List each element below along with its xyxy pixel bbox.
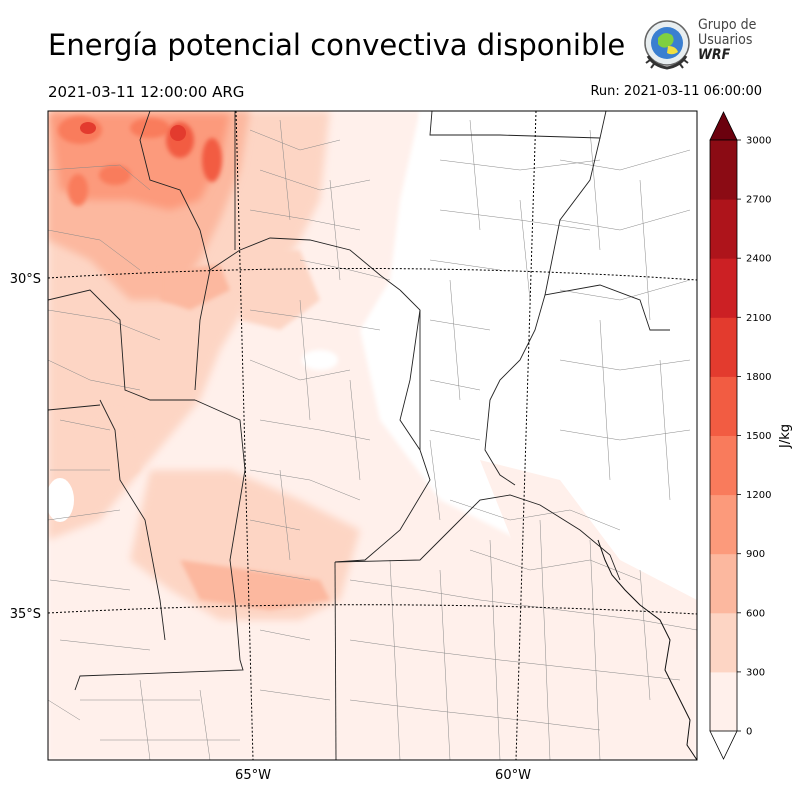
colorbar-segment [710,671,737,732]
coastline [597,539,697,760]
page-title: Energía potencial convectiva disponible [48,28,626,62]
colorbar-segment [710,140,737,200]
colorbar-tick-label: 3000 [746,136,771,147]
colorbar-segment [710,494,737,555]
map-frame [47,110,698,761]
colorbar-segment [710,553,737,614]
colorbar-extend-min [709,730,738,760]
colorbar: 0 300 600 900 1200 1500 1800 2100 2400 2700 3000 [709,111,771,760]
lon-label-65w: 65°W [235,768,271,783]
colorbar-tick-label: 1200 [746,490,771,501]
colorbar-tick-label: 2100 [746,313,771,324]
logo-line-2: Usuarios [698,32,753,48]
graticule [48,111,697,760]
colorbar-segment [710,376,737,436]
logo-text: Grupo de Usuarios WRF [698,18,756,63]
province-boundaries [48,111,670,760]
logo-line-3: WRF [698,47,731,63]
colorbar-segment [710,435,737,496]
wrf-logo: Grupo de Usuarios WRF [640,16,760,74]
lat-label-35s: 35°S [10,607,41,622]
run-time: Run: 2021-03-11 06:00:00 [590,84,762,99]
colorbar-tick-label: 1800 [746,372,771,383]
colorbar-tick-label: 0 [746,727,752,738]
colorbar-segment [710,317,737,377]
colorbar-extend-max [709,111,738,141]
colorbar-segment [710,199,737,259]
colorbar-segment [710,612,737,673]
lon-label-60w: 60°W [495,768,531,783]
lat-label-30s: 30°S [10,272,41,287]
colorbar-tick-label: 2700 [746,195,771,206]
department-boundaries [48,119,697,760]
valid-time: 2021-03-11 12:00:00 ARG [48,83,245,101]
globe-icon [644,20,690,70]
colorbar-tick-label: 1500 [746,431,771,442]
colorbar-tick-label: 900 [746,549,765,560]
logo-line-1: Grupo de [698,17,757,33]
colorbar-tick-label: 2400 [746,254,771,265]
cape-field [48,111,697,760]
colorbar-unit-label: J/kg [778,424,793,449]
colorbar-tick-label: 300 [746,667,765,678]
colorbar-segment [710,258,737,318]
colorbar-tick-label: 600 [746,608,765,619]
